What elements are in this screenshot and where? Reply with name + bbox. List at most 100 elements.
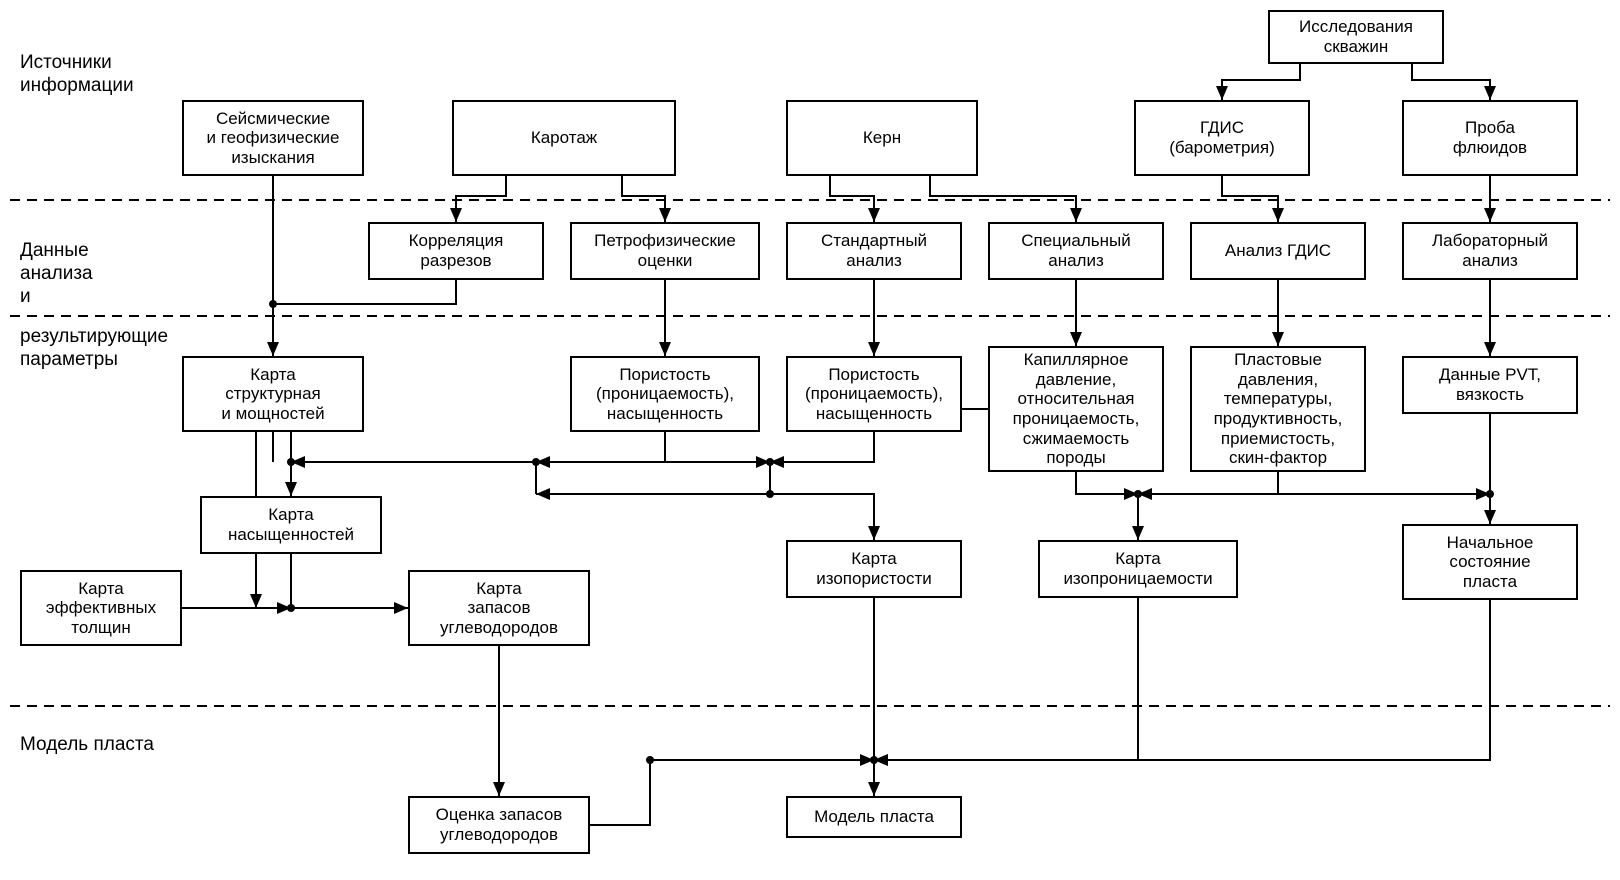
arrowhead [868,782,880,796]
section-label-results: результирующие параметры [20,326,168,372]
edge [1412,64,1490,100]
node-porosity1: Пористость (проницаемость), насыщенность [570,356,760,432]
node-label: Карта изопроницаемости [1063,549,1212,588]
edge [1222,64,1300,100]
node-label: Карта насыщенностей [228,505,354,544]
node-init_state: Начальное состояние пласта [1402,524,1578,600]
node-label: Пластовые давления, температуры, продукт… [1214,350,1343,467]
junction-dot [766,458,774,466]
junction-dot [1486,490,1494,498]
junction-dot [766,490,774,498]
edge [273,280,456,304]
node-label: Анализ ГДИС [1225,241,1331,261]
arrowhead [868,342,880,356]
node-std_analysis: Стандартный анализ [786,222,962,280]
edge [770,432,874,462]
node-label: Петрофизические оценки [594,231,736,270]
edge [456,176,506,222]
node-label: Лабораторный анализ [1432,231,1548,270]
arrowhead [1070,208,1082,222]
node-label: Карта запасов углеводородов [440,579,558,638]
node-label: Проба флюидов [1453,118,1527,157]
arrowhead [250,594,262,608]
edge [665,432,770,462]
node-gdis: ГДИС (барометрия) [1134,100,1310,176]
node-label: Корреляция разрезов [409,231,504,270]
arrowhead [450,208,462,222]
node-struct_map: Карта структурная и мощностей [182,356,364,432]
node-label: Оценка запасов углеводородов [436,805,563,844]
arrowhead [659,342,671,356]
node-gdis_analysis: Анализ ГДИС [1190,222,1366,280]
arrowhead [285,482,297,496]
arrowhead [1070,332,1082,346]
node-label: Капиллярное давление, относительная прон… [1013,350,1140,467]
node-label: Карта эффективных толщин [46,579,156,638]
node-porosity2: Пористость (проницаемость), насыщенность [786,356,962,432]
diagram-canvas: Исследования скважин Сейсмические и геофи… [0,0,1620,880]
node-isoporosity: Карта изопористости [786,540,962,598]
node-fluid_sample: Проба флюидов [1402,100,1578,176]
section-label-analysis: Данные анализа и [20,240,93,308]
arrowhead [493,782,505,796]
node-label: Карта изопористости [816,549,932,588]
node-label: Пористость (проницаемость), насыщенность [805,365,943,424]
junction-dot [870,756,878,764]
edge [874,600,1490,760]
node-label: Модель пласта [814,807,934,827]
arrowhead [659,208,671,222]
junction-dot [269,300,277,308]
node-eff_thick: Карта эффективных толщин [20,570,182,646]
junction-dot [287,458,295,466]
node-label: Керн [863,128,901,148]
edge [1138,472,1278,494]
arrowhead [1132,526,1144,540]
node-pvt: Данные PVT, вязкость [1402,356,1578,414]
node-label: Данные PVT, вязкость [1439,365,1541,404]
arrowhead [868,208,880,222]
node-correlation: Корреляция разрезов [368,222,544,280]
arrowhead [1484,208,1496,222]
section-label-sources: Источники информации [20,52,134,98]
node-isoperm: Карта изопроницаемости [1038,540,1238,598]
node-label: Пористость (проницаемость), насыщенность [596,365,734,424]
node-capillary: Капиллярное давление, относительная прон… [988,346,1164,472]
node-seismic: Сейсмические и геофизические изыскания [182,100,364,176]
edge [874,598,1138,760]
node-label: ГДИС (барометрия) [1169,118,1275,157]
arrowhead [1216,86,1228,100]
junction-dot [532,458,540,466]
node-label: Каротаж [531,128,597,148]
node-logging: Каротаж [452,100,676,176]
junction-dot [287,604,295,612]
node-spec_analysis: Специальный анализ [988,222,1164,280]
arrowhead [1484,510,1496,524]
section-label-model: Модель пласта [20,734,154,757]
arrowhead [394,602,408,614]
node-petrophys: Петрофизические оценки [570,222,760,280]
node-reserves_est: Оценка запасов углеводородов [408,796,590,854]
arrowhead [1272,208,1284,222]
node-label: Начальное состояние пласта [1447,533,1534,592]
edge [770,494,874,540]
node-label: Сейсмические и геофизические изыскания [207,109,340,168]
node-lab_analysis: Лабораторный анализ [1402,222,1578,280]
junction-dot [646,756,654,764]
node-well_research: Исследования скважин [1268,10,1444,64]
node-label: Стандартный анализ [821,231,927,270]
arrowhead [536,488,550,500]
node-sat_map: Карта насыщенностей [200,496,382,554]
junction-dot [1134,490,1142,498]
node-core: Керн [786,100,978,176]
arrowhead [267,342,279,356]
arrowhead [1484,86,1496,100]
arrowhead [1272,332,1284,346]
node-reserves_map: Карта запасов углеводородов [408,570,590,646]
node-label: Исследования скважин [1299,17,1413,56]
arrowhead [1484,342,1496,356]
node-pressures: Пластовые давления, температуры, продукт… [1190,346,1366,472]
node-label: Карта структурная и мощностей [221,365,324,424]
arrowhead [868,526,880,540]
node-reservoir_model: Модель пласта [786,796,962,838]
node-label: Специальный анализ [1021,231,1131,270]
